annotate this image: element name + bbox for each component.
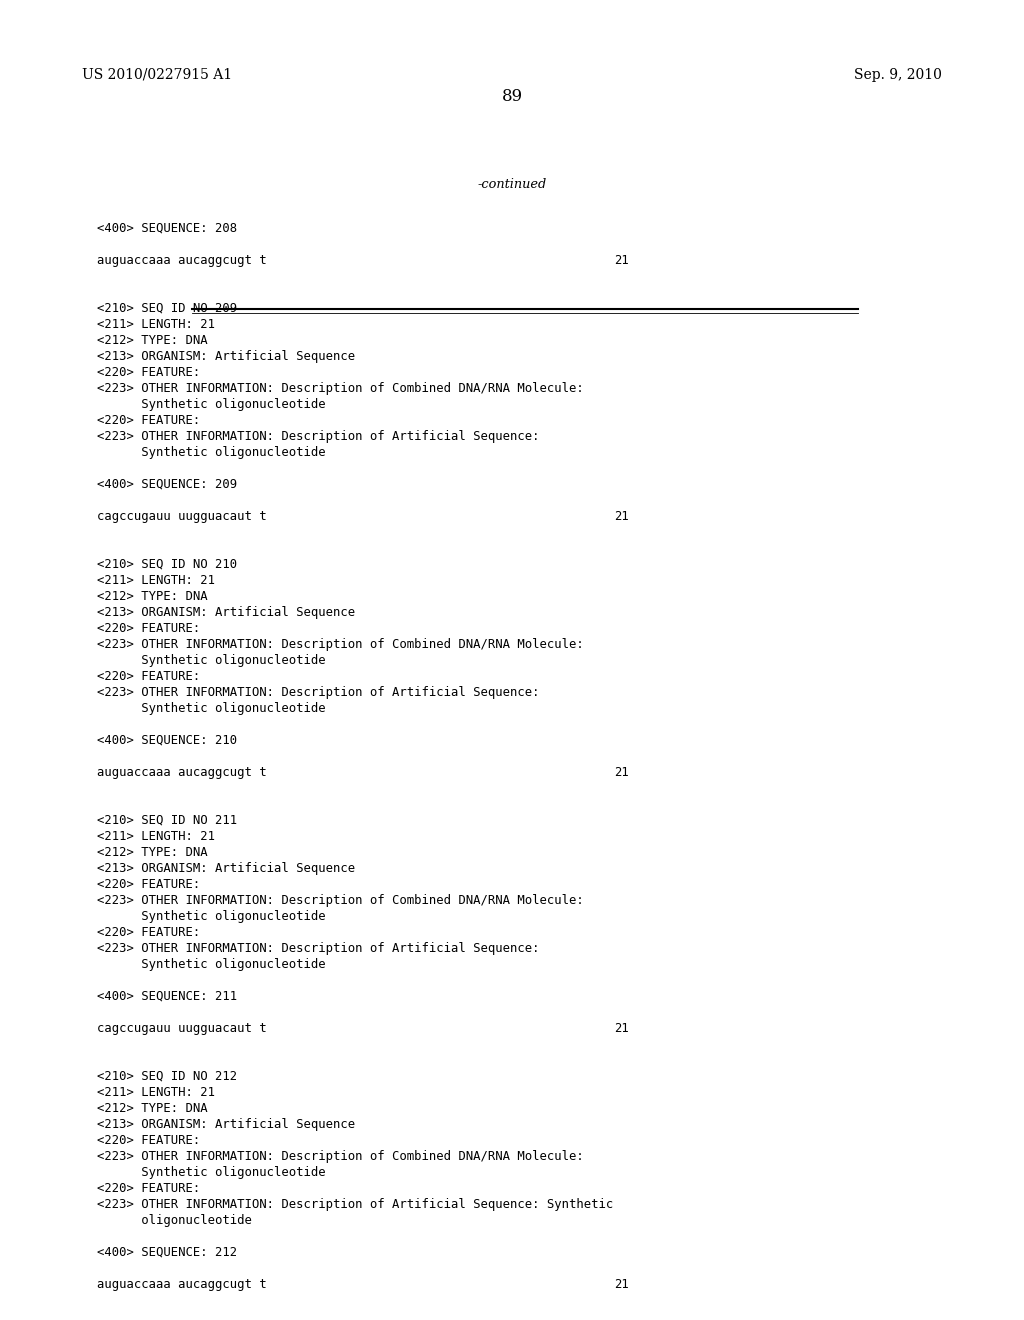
Text: auguaccaaa aucaggcugt t: auguaccaaa aucaggcugt t (97, 766, 267, 779)
Text: 21: 21 (614, 510, 629, 523)
Text: <223> OTHER INFORMATION: Description of Combined DNA/RNA Molecule:: <223> OTHER INFORMATION: Description of … (97, 381, 584, 395)
Text: <210> SEQ ID NO 210: <210> SEQ ID NO 210 (97, 558, 238, 572)
Text: <400> SEQUENCE: 210: <400> SEQUENCE: 210 (97, 734, 238, 747)
Text: -continued: -continued (477, 178, 547, 191)
Text: <212> TYPE: DNA: <212> TYPE: DNA (97, 334, 208, 347)
Text: <223> OTHER INFORMATION: Description of Combined DNA/RNA Molecule:: <223> OTHER INFORMATION: Description of … (97, 894, 584, 907)
Text: <220> FEATURE:: <220> FEATURE: (97, 671, 201, 682)
Text: <212> TYPE: DNA: <212> TYPE: DNA (97, 590, 208, 603)
Text: <213> ORGANISM: Artificial Sequence: <213> ORGANISM: Artificial Sequence (97, 1118, 355, 1131)
Text: Sep. 9, 2010: Sep. 9, 2010 (854, 69, 942, 82)
Text: <210> SEQ ID NO 211: <210> SEQ ID NO 211 (97, 814, 238, 828)
Text: Synthetic oligonucleotide: Synthetic oligonucleotide (97, 1166, 326, 1179)
Text: <400> SEQUENCE: 211: <400> SEQUENCE: 211 (97, 990, 238, 1003)
Text: <223> OTHER INFORMATION: Description of Artificial Sequence:: <223> OTHER INFORMATION: Description of … (97, 942, 540, 954)
Text: <223> OTHER INFORMATION: Description of Artificial Sequence:: <223> OTHER INFORMATION: Description of … (97, 430, 540, 444)
Text: <220> FEATURE:: <220> FEATURE: (97, 622, 201, 635)
Text: 21: 21 (614, 1278, 629, 1291)
Text: <223> OTHER INFORMATION: Description of Combined DNA/RNA Molecule:: <223> OTHER INFORMATION: Description of … (97, 638, 584, 651)
Text: <212> TYPE: DNA: <212> TYPE: DNA (97, 1102, 208, 1115)
Text: Synthetic oligonucleotide: Synthetic oligonucleotide (97, 446, 326, 459)
Text: 89: 89 (502, 88, 522, 106)
Text: <211> LENGTH: 21: <211> LENGTH: 21 (97, 830, 215, 843)
Text: <220> FEATURE:: <220> FEATURE: (97, 1181, 201, 1195)
Text: <220> FEATURE:: <220> FEATURE: (97, 366, 201, 379)
Text: Synthetic oligonucleotide: Synthetic oligonucleotide (97, 702, 326, 715)
Text: Synthetic oligonucleotide: Synthetic oligonucleotide (97, 653, 326, 667)
Text: <220> FEATURE:: <220> FEATURE: (97, 1134, 201, 1147)
Text: <400> SEQUENCE: 212: <400> SEQUENCE: 212 (97, 1246, 238, 1259)
Text: <211> LENGTH: 21: <211> LENGTH: 21 (97, 318, 215, 331)
Text: <213> ORGANISM: Artificial Sequence: <213> ORGANISM: Artificial Sequence (97, 606, 355, 619)
Text: <400> SEQUENCE: 208: <400> SEQUENCE: 208 (97, 222, 238, 235)
Text: auguaccaaa aucaggcugt t: auguaccaaa aucaggcugt t (97, 253, 267, 267)
Text: cagccugauu uugguacaut t: cagccugauu uugguacaut t (97, 1022, 267, 1035)
Text: <223> OTHER INFORMATION: Description of Artificial Sequence:: <223> OTHER INFORMATION: Description of … (97, 686, 540, 700)
Text: <210> SEQ ID NO 212: <210> SEQ ID NO 212 (97, 1071, 238, 1082)
Text: <213> ORGANISM: Artificial Sequence: <213> ORGANISM: Artificial Sequence (97, 862, 355, 875)
Text: 21: 21 (614, 766, 629, 779)
Text: Synthetic oligonucleotide: Synthetic oligonucleotide (97, 399, 326, 411)
Text: <213> ORGANISM: Artificial Sequence: <213> ORGANISM: Artificial Sequence (97, 350, 355, 363)
Text: <223> OTHER INFORMATION: Description of Artificial Sequence: Synthetic: <223> OTHER INFORMATION: Description of … (97, 1199, 613, 1210)
Text: <211> LENGTH: 21: <211> LENGTH: 21 (97, 1086, 215, 1100)
Text: Synthetic oligonucleotide: Synthetic oligonucleotide (97, 909, 326, 923)
Text: <220> FEATURE:: <220> FEATURE: (97, 878, 201, 891)
Text: <211> LENGTH: 21: <211> LENGTH: 21 (97, 574, 215, 587)
Text: <400> SEQUENCE: 209: <400> SEQUENCE: 209 (97, 478, 238, 491)
Text: auguaccaaa aucaggcugt t: auguaccaaa aucaggcugt t (97, 1278, 267, 1291)
Text: US 2010/0227915 A1: US 2010/0227915 A1 (82, 69, 232, 82)
Text: <212> TYPE: DNA: <212> TYPE: DNA (97, 846, 208, 859)
Text: Synthetic oligonucleotide: Synthetic oligonucleotide (97, 958, 326, 972)
Text: <223> OTHER INFORMATION: Description of Combined DNA/RNA Molecule:: <223> OTHER INFORMATION: Description of … (97, 1150, 584, 1163)
Text: 21: 21 (614, 253, 629, 267)
Text: oligonucleotide: oligonucleotide (97, 1214, 252, 1228)
Text: <210> SEQ ID NO 209: <210> SEQ ID NO 209 (97, 302, 238, 315)
Text: 21: 21 (614, 1022, 629, 1035)
Text: <220> FEATURE:: <220> FEATURE: (97, 414, 201, 426)
Text: cagccugauu uugguacaut t: cagccugauu uugguacaut t (97, 510, 267, 523)
Text: <220> FEATURE:: <220> FEATURE: (97, 927, 201, 939)
